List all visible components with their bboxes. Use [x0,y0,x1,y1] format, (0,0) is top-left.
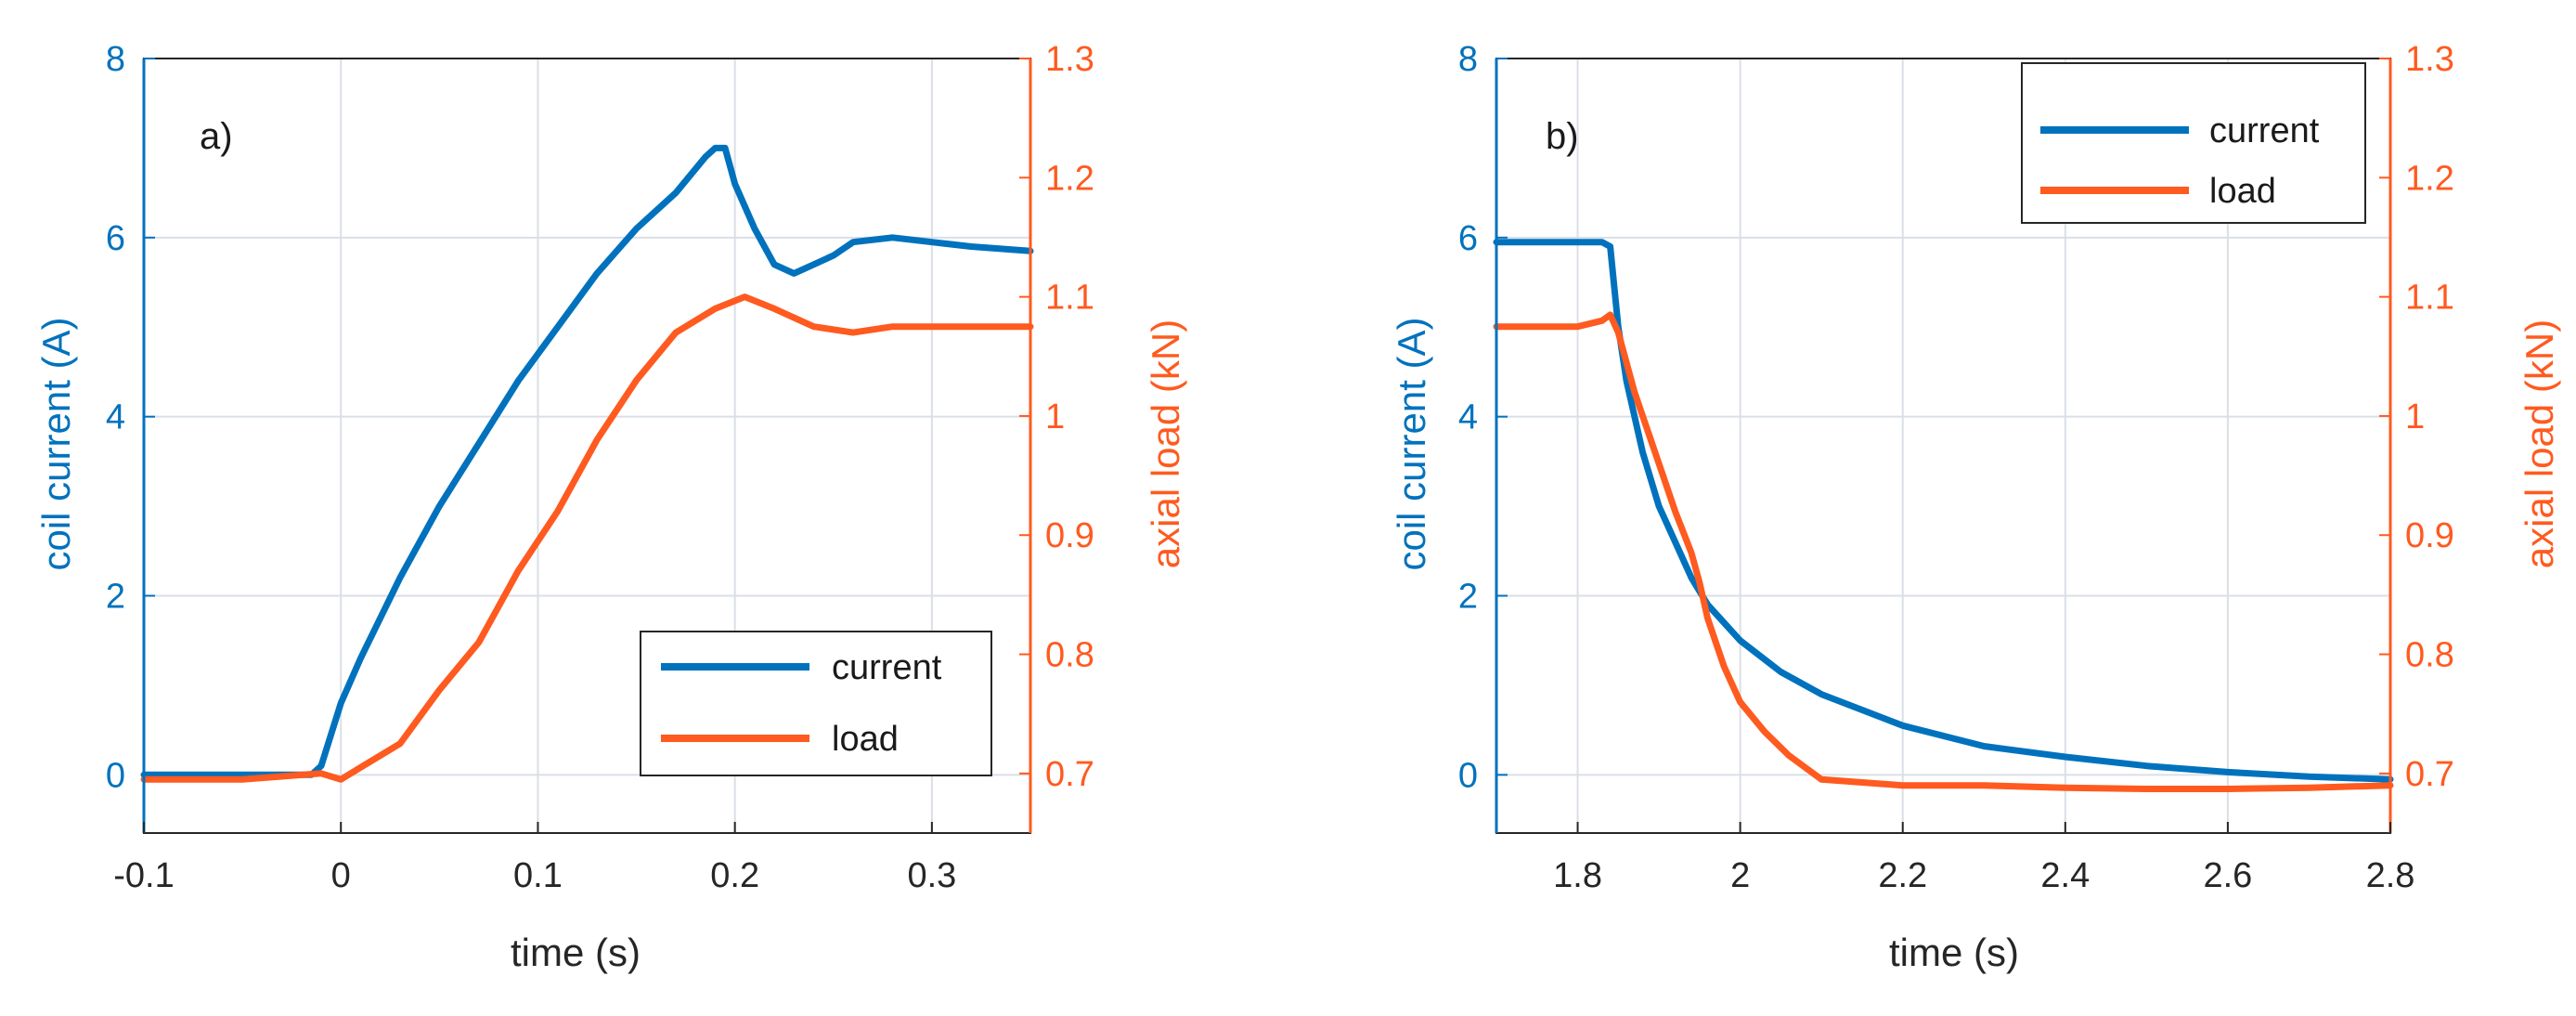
y-axis-label-left-a: coil current (A) [34,317,78,570]
y-tick-label-left-b-2: 4 [1458,398,1478,437]
x-axis-label-a: time (s) [511,931,641,974]
legend-b: current load [2021,62,2366,224]
legend-label-load-a: load [832,720,899,759]
y-tick-label-right-a-2: 0.9 [1045,516,1094,555]
tick-marks-b: 1.8 2 2.2 2.4 2.6 2.8 0 2 4 6 8 0.7 0.8 0.9 1 1.1 1.2 1.3 [1458,40,2454,895]
y-tick-label-left-a-2: 4 [106,398,125,437]
series-lines-a [140,144,1034,783]
series-line-load-a [140,293,1034,783]
x-tick-label-b-5: 2.8 [2366,856,2415,895]
x-tick-label-a-4: 0.3 [907,856,956,895]
x-tick-label-b-3: 2.4 [2040,856,2090,895]
legend-label-load-b: load [2209,172,2276,211]
y-tick-label-right-a-1: 0.8 [1045,636,1094,675]
legend-a: current load [640,631,992,776]
y-tick-label-left-a-1: 2 [106,577,125,616]
chart-panel-b: 1.8 2 2.2 2.4 2.6 2.8 0 2 4 6 8 0.7 0.8 0.9 1 1.1 1.2 1.3… [1390,40,2561,974]
y-tick-label-right-b-4: 1.1 [2405,279,2454,318]
y-tick-label-left-b-3: 6 [1458,219,1478,258]
y-tick-label-left-a-4: 8 [106,40,125,79]
x-tick-label-b-2: 2.2 [1878,856,1927,895]
y-tick-label-right-a-6: 1.3 [1045,40,1094,79]
panel-label-b: b) [1546,116,1579,157]
series-lines-b [1493,239,2394,792]
tick-marks-a: -0.1 0 0.1 0.2 0.3 0 2 4 6 8 0.7 0.8 0.9 1 1.1 1.2 1.3 [106,40,1094,895]
y-tick-label-right-a-0: 0.7 [1045,755,1094,794]
chart-panel-a: -0.1 0 0.1 0.2 0.3 0 2 4 6 8 0.7 0.8 0.9 1 1.1 1.2 1.3 a… [34,40,1187,974]
y-tick-label-left-b-1: 2 [1458,577,1478,616]
x-tick-label-b-1: 2 [1730,856,1750,895]
y-tick-label-right-a-5: 1.2 [1045,159,1094,198]
series-line-load-b [1493,311,2394,792]
x-axis-label-b: time (s) [1889,931,2019,974]
y-axis-label-right-a: axial load (kN) [1144,319,1187,568]
legend-label-current-a: current [832,648,942,687]
y-axis-label-left-b: coil current (A) [1390,317,1433,570]
x-tick-label-b-0: 1.8 [1553,856,1602,895]
y-tick-label-left-b-0: 0 [1458,756,1478,795]
x-tick-label-a-1: 0 [331,856,351,895]
y-tick-label-left-a-3: 6 [106,219,125,258]
legend-box-b [2021,62,2366,224]
x-tick-label-a-0: -0.1 [113,856,174,895]
x-tick-label-a-3: 0.2 [710,856,759,895]
y-tick-label-right-b-1: 0.8 [2405,636,2454,675]
y-axis-label-right-b: axial load (kN) [2518,319,2561,568]
y-tick-label-right-b-5: 1.2 [2405,159,2454,198]
y-tick-label-right-a-3: 1 [1045,397,1065,436]
panel-label-a: a) [200,116,233,157]
y-tick-label-right-b-3: 1 [2405,397,2425,436]
x-tick-label-b-4: 2.6 [2203,856,2252,895]
y-tick-label-left-b-4: 8 [1458,40,1478,79]
legend-box-a [640,631,992,776]
y-tick-label-right-b-2: 0.9 [2405,516,2454,555]
y-tick-label-right-b-0: 0.7 [2405,755,2454,794]
series-line-current-a [140,144,1034,778]
x-tick-label-a-2: 0.1 [513,856,563,895]
legend-label-current-b: current [2209,111,2320,150]
y-tick-label-left-a-0: 0 [106,756,125,795]
y-tick-label-right-b-6: 1.3 [2405,40,2454,79]
y-tick-label-right-a-4: 1.1 [1045,279,1094,318]
